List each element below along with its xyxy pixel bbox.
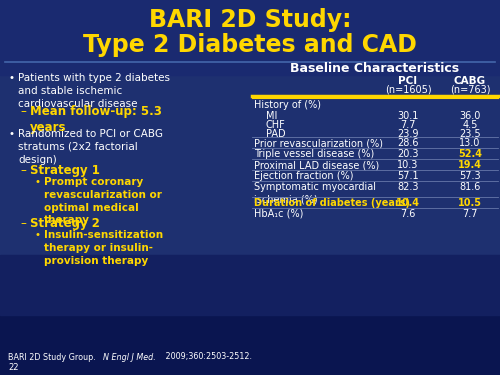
Text: Patients with type 2 diabetes
and stable ischemic
cardiovascular disease: Patients with type 2 diabetes and stable…	[18, 73, 170, 109]
Text: BARI 2D Study Group.: BARI 2D Study Group.	[8, 352, 98, 362]
Text: Symptomatic myocardial
ischemia (%): Symptomatic myocardial ischemia (%)	[254, 182, 376, 204]
Text: 36.0: 36.0	[460, 111, 480, 121]
Text: •: •	[8, 73, 14, 83]
Text: Baseline Characteristics: Baseline Characteristics	[290, 63, 460, 75]
Text: 28.6: 28.6	[397, 138, 419, 148]
Text: 57.1: 57.1	[397, 171, 419, 181]
Text: Type 2 Diabetes and CAD: Type 2 Diabetes and CAD	[83, 33, 417, 57]
Text: HbA₁c (%): HbA₁c (%)	[254, 209, 304, 219]
Text: 30.1: 30.1	[398, 111, 418, 121]
Text: Randomized to PCI or CABG
stratums (2x2 factorial
design): Randomized to PCI or CABG stratums (2x2 …	[18, 129, 163, 165]
Text: 2009;360:2503-2512.: 2009;360:2503-2512.	[163, 352, 252, 362]
Text: 52.4: 52.4	[458, 149, 482, 159]
Bar	[0, 255, 500, 315]
Text: 7.7: 7.7	[462, 209, 478, 219]
Text: Strategy 1: Strategy 1	[30, 164, 100, 177]
Text: PAD: PAD	[266, 129, 285, 139]
Text: History of (%): History of (%)	[254, 100, 321, 110]
Bar	[0, 315, 500, 375]
Text: 10.5: 10.5	[458, 198, 482, 208]
Text: 13.0: 13.0	[460, 138, 480, 148]
Text: 7.6: 7.6	[400, 209, 415, 219]
Text: (n=1605): (n=1605)	[384, 85, 432, 95]
Text: 22: 22	[8, 363, 18, 372]
Text: Insulin-sensitization
therapy or insulin-
provision therapy: Insulin-sensitization therapy or insulin…	[44, 230, 163, 266]
Text: 81.6: 81.6	[460, 182, 480, 192]
Text: Proximal LAD disease (%): Proximal LAD disease (%)	[254, 160, 380, 170]
Text: •: •	[34, 230, 40, 240]
Text: Prompt coronary
revascularization or
optimal medical
therapy: Prompt coronary revascularization or opt…	[44, 177, 162, 225]
Text: PCI: PCI	[398, 76, 417, 86]
Text: Strategy 2: Strategy 2	[30, 217, 100, 230]
Text: 10.3: 10.3	[398, 160, 418, 170]
Bar	[0, 0, 500, 75]
Text: –: –	[20, 217, 26, 230]
Text: –: –	[20, 105, 26, 118]
Text: Prior revascularization (%): Prior revascularization (%)	[254, 138, 383, 148]
Text: 23.9: 23.9	[397, 129, 419, 139]
Text: 7.7: 7.7	[400, 120, 416, 130]
Text: (n=763): (n=763)	[450, 85, 490, 95]
Text: Triple vessel disease (%): Triple vessel disease (%)	[254, 149, 374, 159]
Text: CHF: CHF	[266, 120, 286, 130]
Text: 82.3: 82.3	[397, 182, 419, 192]
Text: BARI 2D Study:: BARI 2D Study:	[149, 8, 351, 32]
Text: CABG: CABG	[454, 76, 486, 86]
Text: 57.3: 57.3	[459, 171, 481, 181]
Text: 19.4: 19.4	[458, 160, 482, 170]
Text: 10.4: 10.4	[396, 198, 420, 208]
Text: 4.5: 4.5	[462, 120, 477, 130]
Text: Ejection fraction (%): Ejection fraction (%)	[254, 171, 354, 181]
Text: Duration of diabetes (years): Duration of diabetes (years)	[254, 198, 410, 208]
Text: •: •	[8, 129, 14, 139]
Text: N Engl J Med.: N Engl J Med.	[103, 352, 156, 362]
Text: –: –	[20, 164, 26, 177]
Text: 20.3: 20.3	[397, 149, 419, 159]
Text: Mean follow-up: 5.3
years: Mean follow-up: 5.3 years	[30, 105, 162, 135]
Text: MI: MI	[266, 111, 278, 121]
Text: •: •	[34, 177, 40, 187]
Text: 23.5: 23.5	[459, 129, 481, 139]
